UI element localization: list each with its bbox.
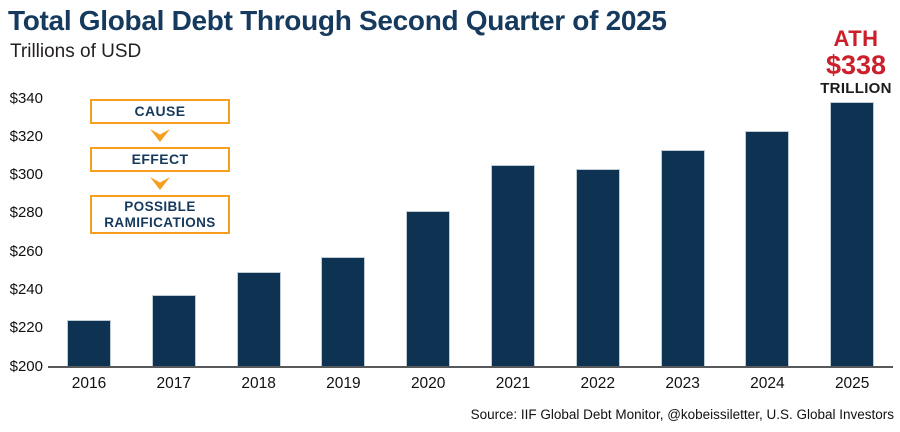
y-tick-280: $280 bbox=[9, 204, 43, 222]
bar-2024 bbox=[745, 130, 790, 366]
y-tick-300: $300 bbox=[9, 166, 43, 184]
y-axis-labels: $340 $320 $300 $280 $260 $240 $220 $200 bbox=[0, 90, 43, 375]
chart-title: Total Global Debt Through Second Quarter… bbox=[8, 5, 667, 36]
y-tick-200: $200 bbox=[9, 357, 43, 375]
bar-2020 bbox=[406, 210, 451, 366]
ath-unit: TRILLION bbox=[820, 80, 892, 97]
x-tick-2025: 2025 bbox=[834, 375, 870, 392]
chevron-down-icon bbox=[150, 129, 170, 142]
bar-2019 bbox=[321, 256, 366, 366]
x-tick-2016: 2016 bbox=[71, 375, 107, 392]
bar-2017 bbox=[151, 295, 196, 366]
ath-annotation: ATH $338 TRILLION bbox=[816, 26, 896, 97]
y-tick-240: $240 bbox=[9, 280, 43, 298]
y-tick-320: $320 bbox=[9, 127, 43, 145]
bar-2021 bbox=[491, 165, 535, 366]
x-tick-2022: 2022 bbox=[580, 375, 616, 392]
bar-2016 bbox=[67, 320, 111, 366]
x-tick-2017: 2017 bbox=[156, 375, 192, 392]
x-tick-2019: 2019 bbox=[326, 375, 361, 392]
x-tick-2024: 2024 bbox=[750, 375, 785, 392]
source-credit: Source: IIF Global Debt Monitor, @kobeis… bbox=[470, 407, 894, 422]
x-tick-2023: 2023 bbox=[665, 375, 700, 392]
y-tick-260: $260 bbox=[9, 242, 43, 260]
bar-2023 bbox=[660, 149, 705, 366]
cause-box: CAUSE bbox=[90, 99, 230, 124]
y-tick-340: $340 bbox=[9, 89, 43, 107]
effect-box: EFFECT bbox=[90, 147, 230, 172]
cause-effect-flow: CAUSE EFFECT POSSIBLE RAMIFICATIONS bbox=[90, 99, 230, 235]
chart-subtitle: Trillions of USD bbox=[10, 41, 142, 62]
plot-area: 2016 2017 2018 2019 2020 2021 2022 2023 2024 2025 bbox=[48, 98, 893, 392]
chevron-down-icon bbox=[150, 177, 170, 190]
ramifications-box: POSSIBLE RAMIFICATIONS bbox=[90, 195, 230, 235]
x-tick-2021: 2021 bbox=[495, 375, 531, 392]
bar-2018 bbox=[236, 272, 281, 366]
bar-2022 bbox=[575, 168, 620, 366]
bar-2025 bbox=[830, 101, 875, 366]
ath-value: $338 bbox=[825, 50, 887, 80]
x-tick-2018: 2018 bbox=[241, 375, 276, 392]
y-tick-220: $220 bbox=[9, 319, 43, 337]
x-tick-2020: 2020 bbox=[410, 375, 446, 392]
ath-label: ATH bbox=[833, 26, 879, 51]
